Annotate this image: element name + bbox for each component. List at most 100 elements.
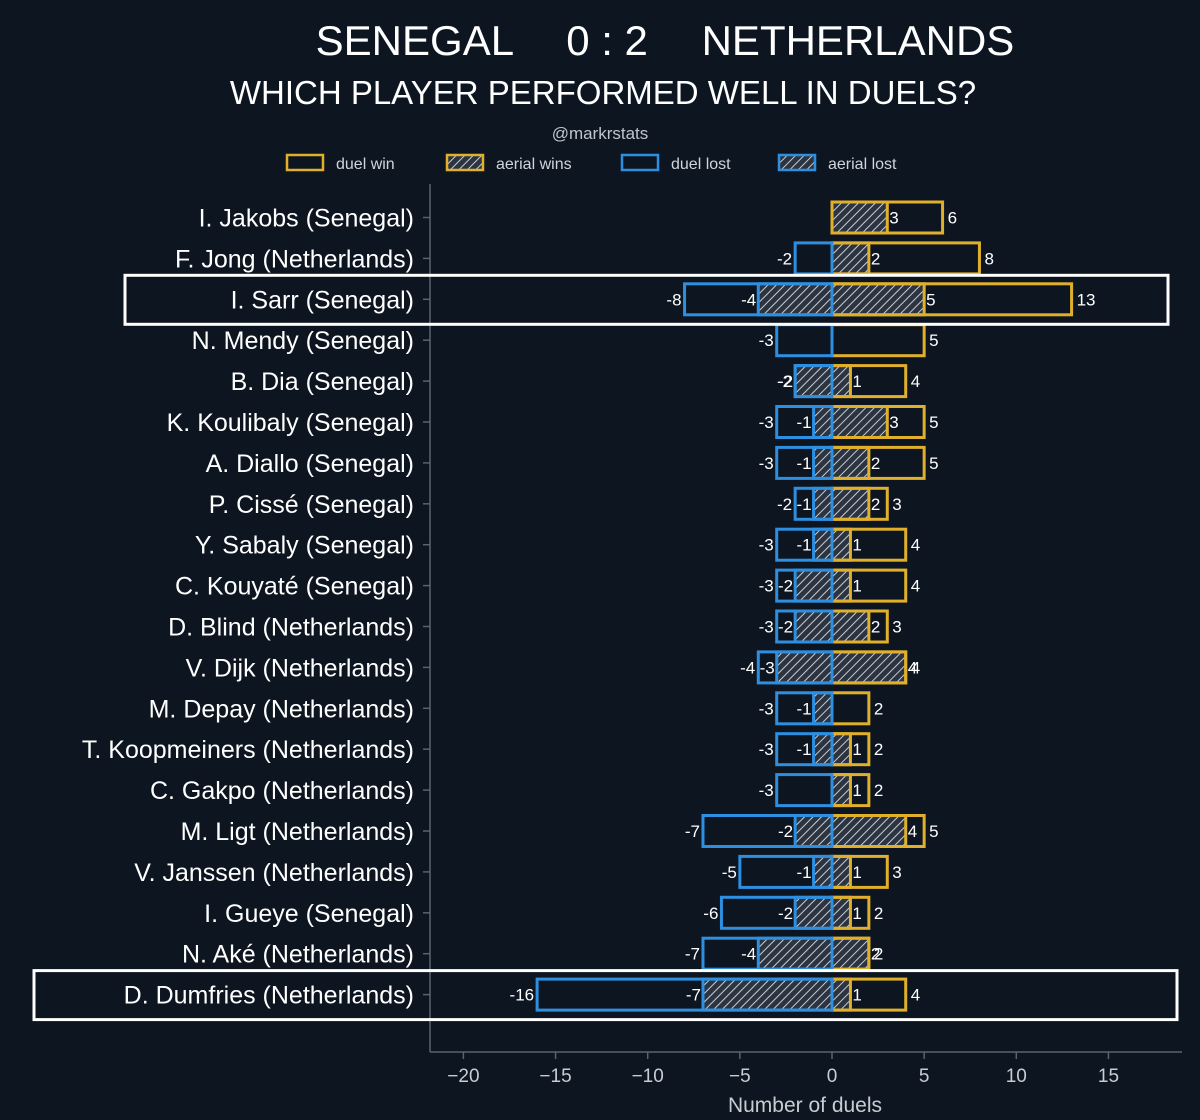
bar-aerial-lost [758, 938, 832, 970]
label-aerial-lost: -2 [778, 577, 793, 596]
label-aerial-lost: -7 [686, 986, 701, 1005]
x-tick-label: −15 [539, 1066, 571, 1087]
player-label: T. Koopmeiners (Netherlands) [82, 736, 414, 764]
label-duel-lost: -3 [759, 454, 774, 473]
bar-aerial-lost [813, 733, 832, 765]
label-aerial-wins: 2 [871, 454, 880, 473]
x-axis-title: Number of duels [728, 1094, 882, 1117]
label-duel-win: 2 [874, 740, 883, 759]
label-duel-lost: -3 [759, 740, 774, 759]
chart-title: SENEGAL 0 : 2 NETHERLANDS [316, 17, 1015, 64]
player-label: M. Depay (Netherlands) [149, 695, 414, 723]
legend-swatch-aerial-lost [777, 153, 817, 172]
x-tick-label: −5 [729, 1066, 751, 1087]
label-aerial-lost: -1 [796, 413, 811, 432]
bar-aerial-wins [832, 979, 851, 1011]
label-duel-lost: -6 [703, 904, 718, 923]
bar-aerial-lost-outline [775, 650, 834, 685]
label-aerial-lost: -1 [796, 740, 811, 759]
bar-aerial-wins [832, 897, 851, 929]
player-label: N. Aké (Netherlands) [182, 941, 414, 969]
player-label: V. Dijk (Netherlands) [186, 654, 414, 682]
bar-aerial-lost-outline [812, 486, 834, 521]
label-duel-lost: -3 [759, 781, 774, 800]
bar-aerial-wins [832, 611, 869, 642]
bar-aerial-lost-outline [793, 609, 834, 644]
player-label: I. Gueye (Senegal) [204, 900, 414, 928]
label-aerial-lost: -3 [760, 658, 775, 677]
player-label: A. Diallo (Senegal) [206, 450, 414, 478]
label-aerial-wins: 1 [852, 372, 861, 391]
label-duel-lost: -3 [759, 413, 774, 432]
label-duel-win: 4 [911, 536, 920, 555]
label-aerial-wins: 5 [926, 290, 935, 309]
label-duel-lost: -4 [740, 658, 755, 677]
bar-aerial-lost [813, 447, 832, 479]
label-duel-lost: -5 [722, 863, 737, 882]
label-duel-lost: -16 [510, 986, 535, 1005]
label-duel-lost: -3 [759, 536, 774, 555]
bar-aerial-wins [832, 651, 906, 683]
x-axis: −20 −15 −10 −5 0 5 10 15 [447, 1052, 1119, 1087]
label-duel-lost: -3 [759, 577, 774, 596]
label-duel-win: 2 [874, 945, 883, 964]
label-aerial-wins: 1 [852, 536, 861, 555]
x-tick-label: −20 [447, 1066, 479, 1087]
bar-aerial-wins [832, 447, 869, 479]
bar-aerial-wins-outline [830, 200, 889, 235]
label-aerial-lost: -1 [796, 495, 811, 514]
player-label: I. Jakobs (Senegal) [199, 205, 414, 233]
bar-duel-lost [793, 241, 834, 276]
bar-aerial-wins [832, 529, 851, 561]
label-duel-win: 2 [874, 781, 883, 800]
x-tick-label: −10 [632, 1066, 664, 1087]
label-aerial-wins: 1 [852, 986, 861, 1005]
bar-aerial-wins [832, 774, 851, 806]
label-duel-lost: -8 [666, 290, 681, 309]
bar-duel-lost [775, 773, 834, 808]
player-label: N. Mendy (Senegal) [192, 327, 414, 355]
label-aerial-wins: 2 [871, 945, 880, 964]
label-duel-lost: -3 [759, 699, 774, 718]
bar-duel-win [830, 323, 926, 358]
bar-aerial-lost-outline [812, 405, 834, 439]
bar-aerial-lost-outline [701, 977, 834, 1012]
label-aerial-lost: -1 [796, 454, 811, 473]
label-duel-win: 6 [948, 209, 957, 228]
label-duel-win: 8 [984, 249, 993, 268]
bar-aerial-wins [832, 202, 888, 233]
player-label: C. Gakpo (Netherlands) [150, 777, 414, 805]
legend-swatch-duel-lost [620, 153, 660, 172]
label-aerial-wins: 3 [889, 209, 898, 228]
label-aerial-wins: 1 [852, 781, 861, 800]
bar-aerial-wins [832, 488, 869, 520]
legend: duel win aerial wins duel lost aerial lost [285, 153, 897, 173]
player-label: F. Jong (Netherlands) [175, 245, 414, 273]
player-label: M. Ligt (Netherlands) [181, 818, 414, 846]
label-duel-lost: -2 [777, 372, 792, 391]
labels-layer: I. Jakobs (Senegal) 6 3 F. Jong (Netherland… [82, 205, 1096, 1010]
label-duel-lost: -2 [777, 495, 792, 514]
bar-aerial-lost-outline [812, 445, 834, 480]
label-duel-win: 2 [874, 699, 883, 718]
player-label: D. Blind (Netherlands) [168, 614, 414, 642]
label-aerial-wins: 2 [871, 249, 880, 268]
player-label: K. Koulibaly (Senegal) [167, 409, 414, 437]
bar-aerial-wins [832, 406, 888, 438]
label-aerial-wins: 1 [852, 577, 861, 596]
bar-aerial-lost-outline [756, 282, 834, 317]
highlight-box [123, 273, 1170, 326]
bar-duel-win [830, 691, 871, 726]
player-label: P. Cissé (Senegal) [209, 491, 414, 519]
bar-aerial-wins [832, 242, 869, 274]
label-duel-win: 4 [911, 658, 920, 677]
bar-aerial-lost [776, 651, 832, 683]
label-aerial-wins: 2 [871, 618, 880, 637]
legend-label-aerial-wins: aerial wins [496, 156, 572, 173]
bar-aerial-lost-outline [812, 691, 834, 726]
label-duel-win: 5 [929, 331, 938, 350]
label-aerial-lost: -4 [741, 290, 756, 309]
label-aerial-lost: -1 [796, 536, 811, 555]
label-duel-win: 5 [929, 822, 938, 841]
